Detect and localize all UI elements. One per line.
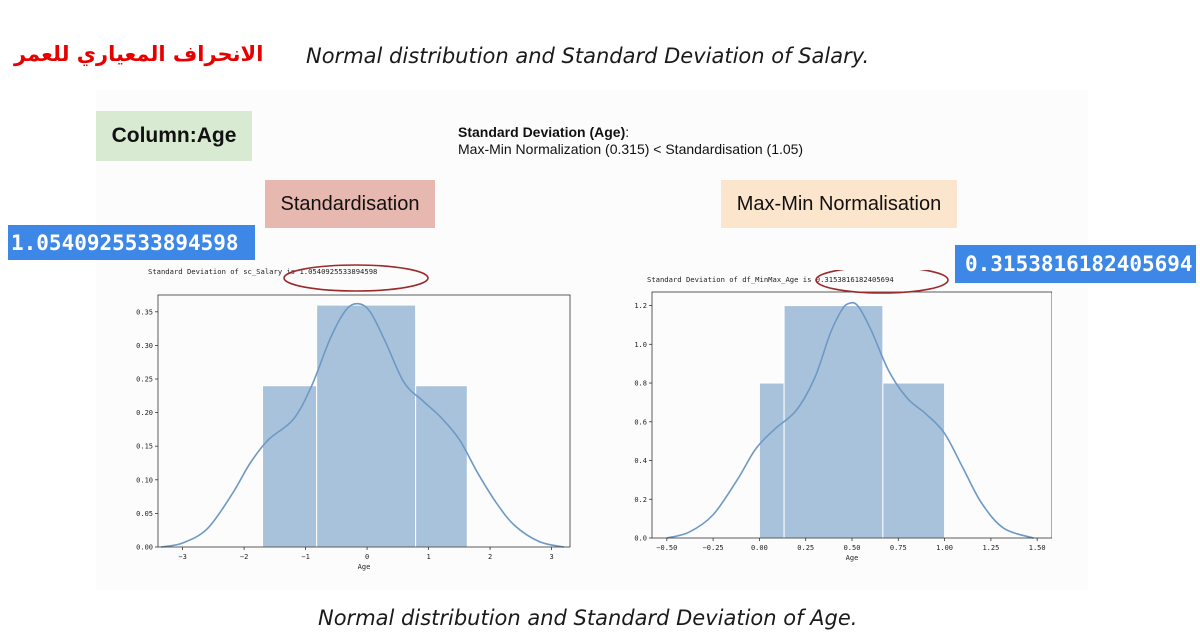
chart-svg: Standard Deviation of sc_Salary is 1.054… (136, 264, 571, 571)
minmax-chart: Standard Deviation of df_MinMax_Age is 0… (612, 266, 1053, 575)
x-tick-label: 1.25 (982, 544, 999, 552)
y-tick-label: 0.15 (136, 443, 153, 451)
column-badge: Column:Age (96, 111, 252, 161)
y-tick-label: 0.35 (136, 308, 153, 316)
sd-note: Standard Deviation (Age): Max-Min Normal… (458, 124, 803, 158)
x-tick-label: 0.25 (797, 544, 814, 552)
x-tick-label: 0.75 (890, 544, 907, 552)
x-axis-label: Age (846, 554, 859, 562)
y-tick-label: 0.00 (136, 544, 153, 552)
y-tick-label: 0.8 (634, 380, 647, 388)
x-tick-label: 2 (488, 553, 492, 561)
bottom-caption: Normal distribution and Standard Deviati… (318, 606, 858, 630)
sd-note-colon: : (625, 124, 630, 140)
histogram-bar (262, 385, 318, 548)
y-tick-label: 0.0 (634, 535, 647, 543)
x-tick-label: −1 (301, 553, 309, 561)
histogram-bar (882, 382, 946, 539)
x-tick-label: 0.50 (844, 544, 861, 552)
x-tick-label: 1.50 (1029, 544, 1046, 552)
y-tick-label: 0.30 (136, 342, 153, 350)
x-tick-label: −0.50 (656, 544, 677, 552)
minmax-value-box: 0.3153816182405694 (955, 245, 1196, 283)
chart-title: Standard Deviation of df_MinMax_Age is 0… (647, 275, 894, 284)
x-tick-label: 1 (426, 553, 430, 561)
highlight-ellipse (283, 264, 429, 292)
x-axis-label: Age (358, 563, 371, 571)
x-tick-label: −0.25 (703, 544, 724, 552)
axes-frame (157, 294, 571, 548)
std-value-box: 1.0540925533894598 (8, 225, 255, 260)
histogram-bar (316, 304, 417, 548)
arabic-title: الانحراف المعياري للعمر (14, 42, 264, 66)
kde-line (666, 301, 1034, 539)
top-caption: Normal distribution and Standard Deviati… (306, 44, 870, 68)
standardisation-badge: Standardisation (265, 180, 435, 228)
minmax-normalisation-badge: Max-Min Normalisation (721, 180, 957, 228)
x-tick-label: 0.00 (751, 544, 768, 552)
y-tick-label: 1.2 (634, 302, 647, 310)
x-tick-label: 0 (365, 553, 369, 561)
y-tick-label: 0.25 (136, 376, 153, 384)
y-tick-label: 0.6 (634, 418, 647, 426)
x-tick-label: −2 (240, 553, 248, 561)
histogram-bar (415, 385, 468, 548)
kde-line (160, 302, 565, 548)
y-tick-label: 0.20 (136, 409, 153, 417)
sd-note-heading: Standard Deviation (Age) (458, 124, 626, 140)
x-tick-label: −3 (178, 553, 186, 561)
sd-note-body: Max-Min Normalization (0.315) < Standard… (458, 141, 804, 157)
y-tick-label: 0.4 (634, 457, 647, 465)
y-tick-label: 1.0 (634, 341, 647, 349)
chart-title: Standard Deviation of sc_Salary is 1.054… (148, 267, 377, 276)
y-tick-label: 0.2 (634, 496, 647, 504)
chart-svg: Standard Deviation of df_MinMax_Age is 0… (634, 266, 1053, 562)
histogram-bar (783, 305, 884, 539)
y-tick-label: 0.05 (136, 510, 153, 518)
x-tick-label: 1.00 (936, 544, 953, 552)
x-tick-label: 3 (549, 553, 553, 561)
y-tick-label: 0.10 (136, 476, 153, 484)
standardisation-chart: Standard Deviation of sc_Salary is 1.054… (112, 262, 582, 577)
histogram-bar (758, 382, 785, 539)
